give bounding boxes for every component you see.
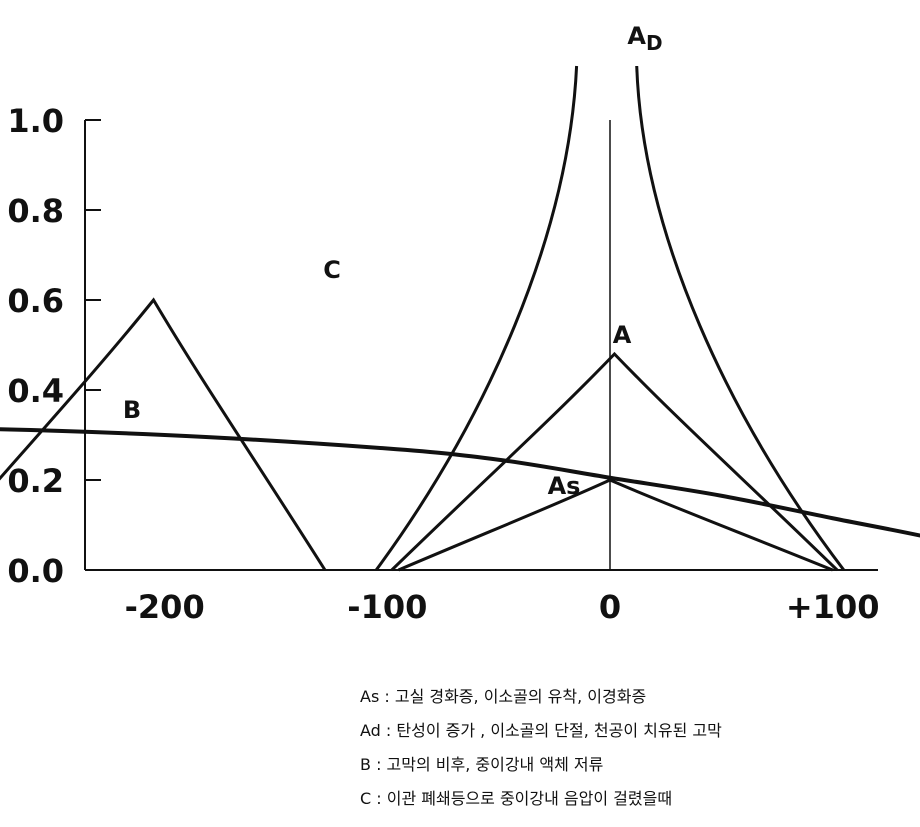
curve-c: [0, 297, 327, 571]
legend: As : 고실 경화증, 이소골의 유착, 이경화증 Ad : 탄성이 증가 ,…: [360, 680, 722, 816]
label-a: A: [613, 321, 632, 349]
y-axis-ticks: 0.0 0.2 0.4 0.6 0.8 1.0: [7, 102, 101, 590]
legend-item-b: B : 고막의 비후, 중이강내 액체 저류: [360, 755, 604, 774]
x-tick-label: +100: [786, 588, 880, 626]
legend-item-as: As : 고실 경화증, 이소골의 유착, 이경화증: [360, 687, 647, 706]
curve-as: [397, 478, 834, 572]
x-tick-label: -200: [125, 588, 205, 626]
x-tick-label: 0: [599, 588, 621, 626]
y-tick-label: 0.4: [7, 372, 64, 410]
y-tick-label: 1.0: [7, 102, 64, 140]
x-tick-label: -100: [347, 588, 427, 626]
y-tick-label: 0.0: [7, 552, 64, 590]
label-b: B: [123, 396, 141, 424]
curves: [0, 65, 920, 572]
tympanogram-chart: 0.00.20.40.60.81.0 -300-200-1000+100+200…: [0, 22, 920, 626]
curve-labels: C B A As AD: [123, 22, 663, 500]
curve-ad-left: [374, 65, 579, 571]
curve-a: [390, 351, 839, 572]
y-tick-label: 0.6: [7, 282, 64, 320]
curve-b: [0, 427, 920, 538]
legend-item-ad: Ad : 탄성이 증가 , 이소골의 단절, 천공이 치유된 고막: [360, 721, 722, 740]
label-as: As: [548, 472, 581, 500]
legend-item-c: C : 이관 폐쇄등으로 중이강내 음압이 걸렸을때: [360, 789, 673, 808]
y-tick-label: 0.8: [7, 192, 64, 230]
axes: [84, 120, 878, 571]
label-c: C: [323, 256, 341, 284]
y-tick-label: 0.2: [7, 462, 64, 500]
label-ad: AD: [627, 22, 662, 55]
curve-ad-right: [635, 65, 845, 571]
